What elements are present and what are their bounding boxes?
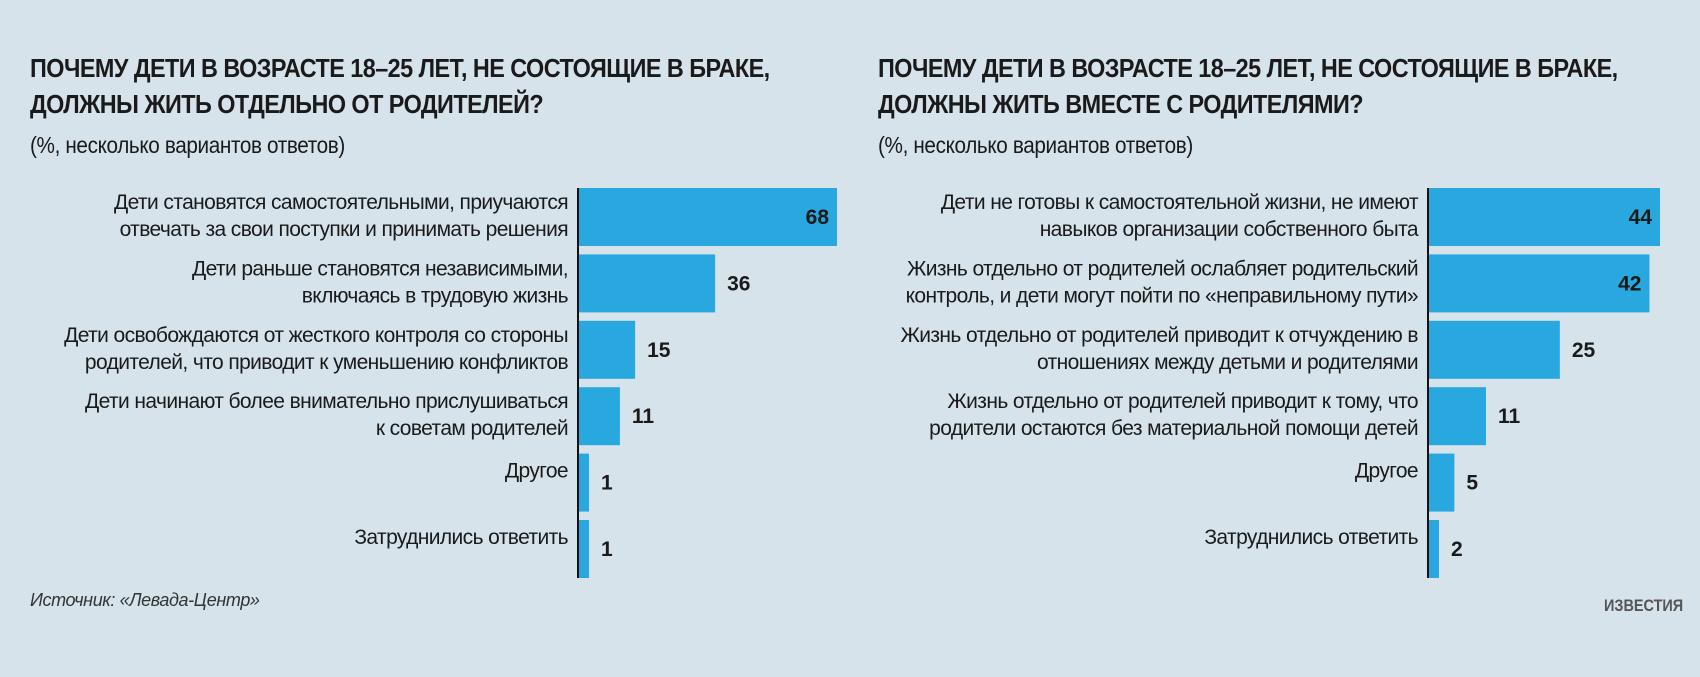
bar (1428, 254, 1650, 313)
value-label: 68 (806, 206, 830, 229)
category-label: Дети раньше становятся независимыми, (192, 257, 568, 280)
category-label: Дети освобождаются от жесткого контроля … (64, 324, 568, 347)
value-label: 1 (601, 538, 613, 561)
category-label: Дети начинают более внимательно прислуши… (85, 390, 568, 413)
value-label: 15 (647, 339, 671, 362)
right-chart-title: ПОЧЕМУ ДЕТИ В ВОЗРАСТЕ 18–25 ЛЕТ, НЕ СОС… (878, 53, 1618, 119)
bar (578, 188, 837, 246)
right-chart-panel: ПОЧЕМУ ДЕТИ В ВОЗРАСТЕ 18–25 ЛЕТ, НЕ СОС… (850, 0, 1700, 677)
category-label: родители остаются без материальной помощ… (929, 417, 1418, 440)
category-label: навыков организации собственного быта (1040, 218, 1419, 241)
value-label: 36 (727, 272, 750, 295)
value-label: 44 (1629, 206, 1653, 229)
category-label: Затруднились ответить (1204, 526, 1418, 549)
bar (1428, 387, 1486, 446)
value-label: 42 (1618, 272, 1641, 295)
category-label: Затруднились ответить (354, 526, 568, 549)
value-label: 2 (1451, 538, 1463, 561)
category-label: Дети не готовы к самостоятельной жизни, … (941, 191, 1419, 214)
category-label: контроль, и дети могут пойти по «неправи… (906, 284, 1418, 307)
value-label: 11 (1498, 405, 1521, 428)
category-label: Другое (505, 460, 568, 483)
category-label: отношениях между детьми и родителями (1037, 351, 1418, 374)
bar (1428, 320, 1560, 379)
left-chart-title: ПОЧЕМУ ДЕТИ В ВОЗРАСТЕ 18–25 ЛЕТ, НЕ СОС… (30, 53, 770, 119)
right-chart-subtitle: (%, несколько вариантов ответов) (878, 132, 1193, 158)
category-label: к советам родителей (376, 417, 568, 440)
bar (578, 254, 716, 313)
category-label: Другое (1355, 460, 1418, 483)
category-label: родителей, что приводит к уменьшению кон… (85, 351, 569, 374)
source-note: Источник: «Левада-Центр» (30, 590, 260, 610)
left-chart-panel: ПОЧЕМУ ДЕТИ В ВОЗРАСТЕ 18–25 ЛЕТ, НЕ СОС… (30, 53, 770, 158)
izvestia-logo: ИЗВЕСТИЯ (1604, 596, 1684, 615)
value-label: 1 (601, 472, 613, 495)
category-label: включаясь в трудовую жизнь (302, 284, 569, 307)
bar (1428, 188, 1660, 246)
value-label: 11 (632, 405, 655, 428)
bar (578, 387, 620, 446)
category-label: Жизнь отдельно от родителей ослабляет ро… (907, 257, 1418, 280)
category-label: Дети становятся самостоятельными, приуча… (114, 191, 568, 214)
value-label: 5 (1466, 472, 1478, 495)
value-label: 25 (1572, 339, 1596, 362)
category-label: Жизнь отдельно от родителей приводит к т… (947, 390, 1418, 413)
category-label: Жизнь отдельно от родителей приводит к о… (900, 324, 1418, 347)
bar (1428, 453, 1455, 512)
bar (1428, 520, 1439, 578)
bar (578, 453, 589, 512)
bar (578, 520, 589, 578)
bar (578, 320, 636, 379)
category-label: отвечать за свои поступки и принимать ре… (120, 218, 568, 241)
left-chart-subtitle: (%, несколько вариантов ответов) (30, 132, 345, 158)
